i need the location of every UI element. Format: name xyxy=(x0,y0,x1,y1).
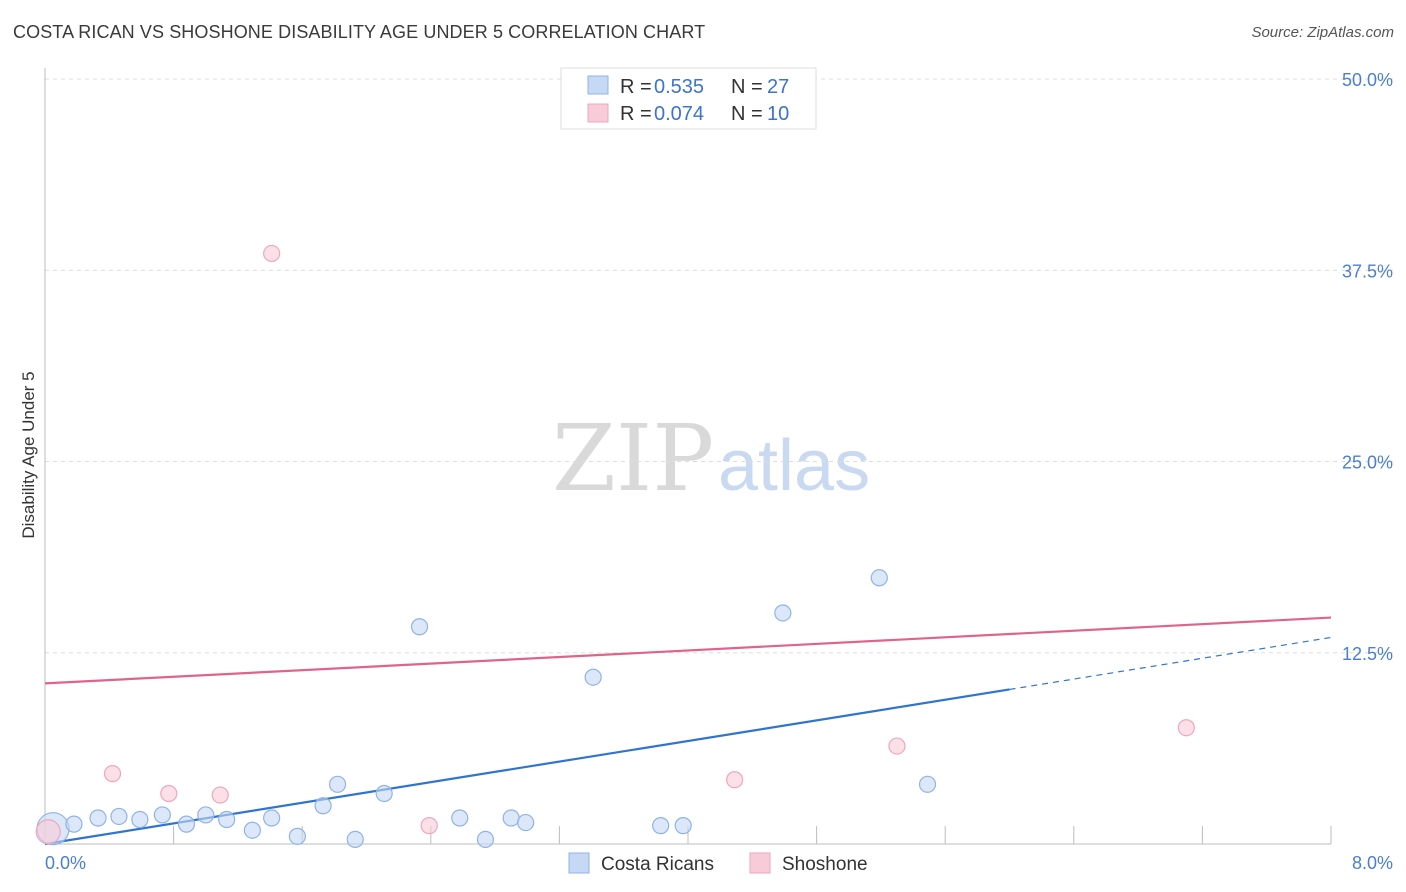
point-costa-ricans xyxy=(410,618,429,636)
point-shoshone xyxy=(726,771,744,789)
legend: R = 0.535 N = 27 R = 0.074 N = 10 xyxy=(560,67,817,130)
point-costa-ricans xyxy=(110,807,128,826)
point-shoshone xyxy=(888,737,906,755)
bottom-legend-swatch-pink xyxy=(749,852,771,874)
point-shoshone xyxy=(103,765,122,783)
y-tick-label: 25.0% xyxy=(1342,453,1393,473)
point-costa-ricans xyxy=(774,604,792,622)
point-costa-ricans xyxy=(674,817,692,835)
trend-line-shoshone xyxy=(44,616,1332,685)
legend-r-value-blue: 0.535 xyxy=(654,76,704,98)
point-costa-ricans xyxy=(65,815,83,833)
gridlines xyxy=(45,78,1393,654)
y-axis-title: Disability Age Under 5 xyxy=(19,371,38,538)
point-costa-ricans xyxy=(314,797,332,815)
legend-n-value-blue: 27 xyxy=(767,76,789,98)
legend-r-label-pink: R = xyxy=(620,103,652,125)
point-shoshone xyxy=(211,786,229,804)
point-costa-ricans xyxy=(502,809,520,827)
watermark-zip: ZIP xyxy=(552,405,714,512)
y-tick-labels: 12.5% 25.0% 37.5% 50.0% xyxy=(1342,70,1393,664)
point-costa-ricans xyxy=(328,775,347,793)
point-costa-ricans xyxy=(288,827,306,845)
point-shoshone xyxy=(35,819,61,845)
point-costa-ricans xyxy=(177,815,196,833)
point-costa-ricans xyxy=(197,806,215,824)
point-shoshone xyxy=(263,244,281,263)
watermark: ZIP atlas xyxy=(552,405,870,512)
point-costa-ricans xyxy=(918,775,937,793)
legend-n-label-pink: N = xyxy=(731,103,763,125)
point-costa-ricans xyxy=(517,813,535,832)
point-costa-ricans xyxy=(89,809,107,827)
trend-lines xyxy=(44,616,1332,846)
point-costa-ricans xyxy=(263,809,281,827)
legend-swatch-pink xyxy=(587,103,609,123)
point-costa-ricans xyxy=(584,668,602,686)
point-costa-ricans xyxy=(451,809,469,827)
point-shoshone xyxy=(160,784,178,803)
y-tick-label: 50.0% xyxy=(1342,70,1393,90)
point-costa-ricans xyxy=(243,821,261,839)
bottom-legend-label-blue: Costa Ricans xyxy=(601,854,714,875)
point-shoshone xyxy=(420,817,438,835)
y-tick-label: 37.5% xyxy=(1342,261,1393,281)
y-tick-label: 12.5% xyxy=(1342,644,1393,664)
legend-r-value-pink: 0.074 xyxy=(654,103,704,125)
chart-title: COSTA RICAN VS SHOSHONE DISABILITY AGE U… xyxy=(13,22,706,42)
bottom-legend-swatch-blue xyxy=(568,852,590,874)
legend-n-label-blue: N = xyxy=(731,76,763,98)
trend-line-costa-ricans-extension xyxy=(1009,636,1332,691)
point-costa-ricans xyxy=(652,817,670,835)
point-costa-ricans xyxy=(153,806,171,824)
point-costa-ricans xyxy=(346,830,364,849)
bottom-legend: Costa Ricans Shoshone xyxy=(568,852,868,875)
legend-n-value-pink: 10 xyxy=(767,103,789,125)
legend-swatch-blue xyxy=(587,75,609,95)
point-costa-ricans xyxy=(476,830,495,849)
chart-source: Source: ZipAtlas.com xyxy=(1251,24,1394,41)
bottom-legend-label-pink: Shoshone xyxy=(782,854,868,875)
point-shoshone xyxy=(1177,719,1195,737)
point-costa-ricans xyxy=(870,569,888,587)
watermark-atlas: atlas xyxy=(718,426,870,506)
x-tick-label-max: 8.0% xyxy=(1352,853,1393,873)
point-costa-ricans xyxy=(375,784,393,803)
point-costa-ricans xyxy=(131,810,149,829)
x-tick-label-min: 0.0% xyxy=(45,853,86,873)
legend-r-label-blue: R = xyxy=(620,76,652,98)
point-costa-ricans xyxy=(218,810,236,829)
